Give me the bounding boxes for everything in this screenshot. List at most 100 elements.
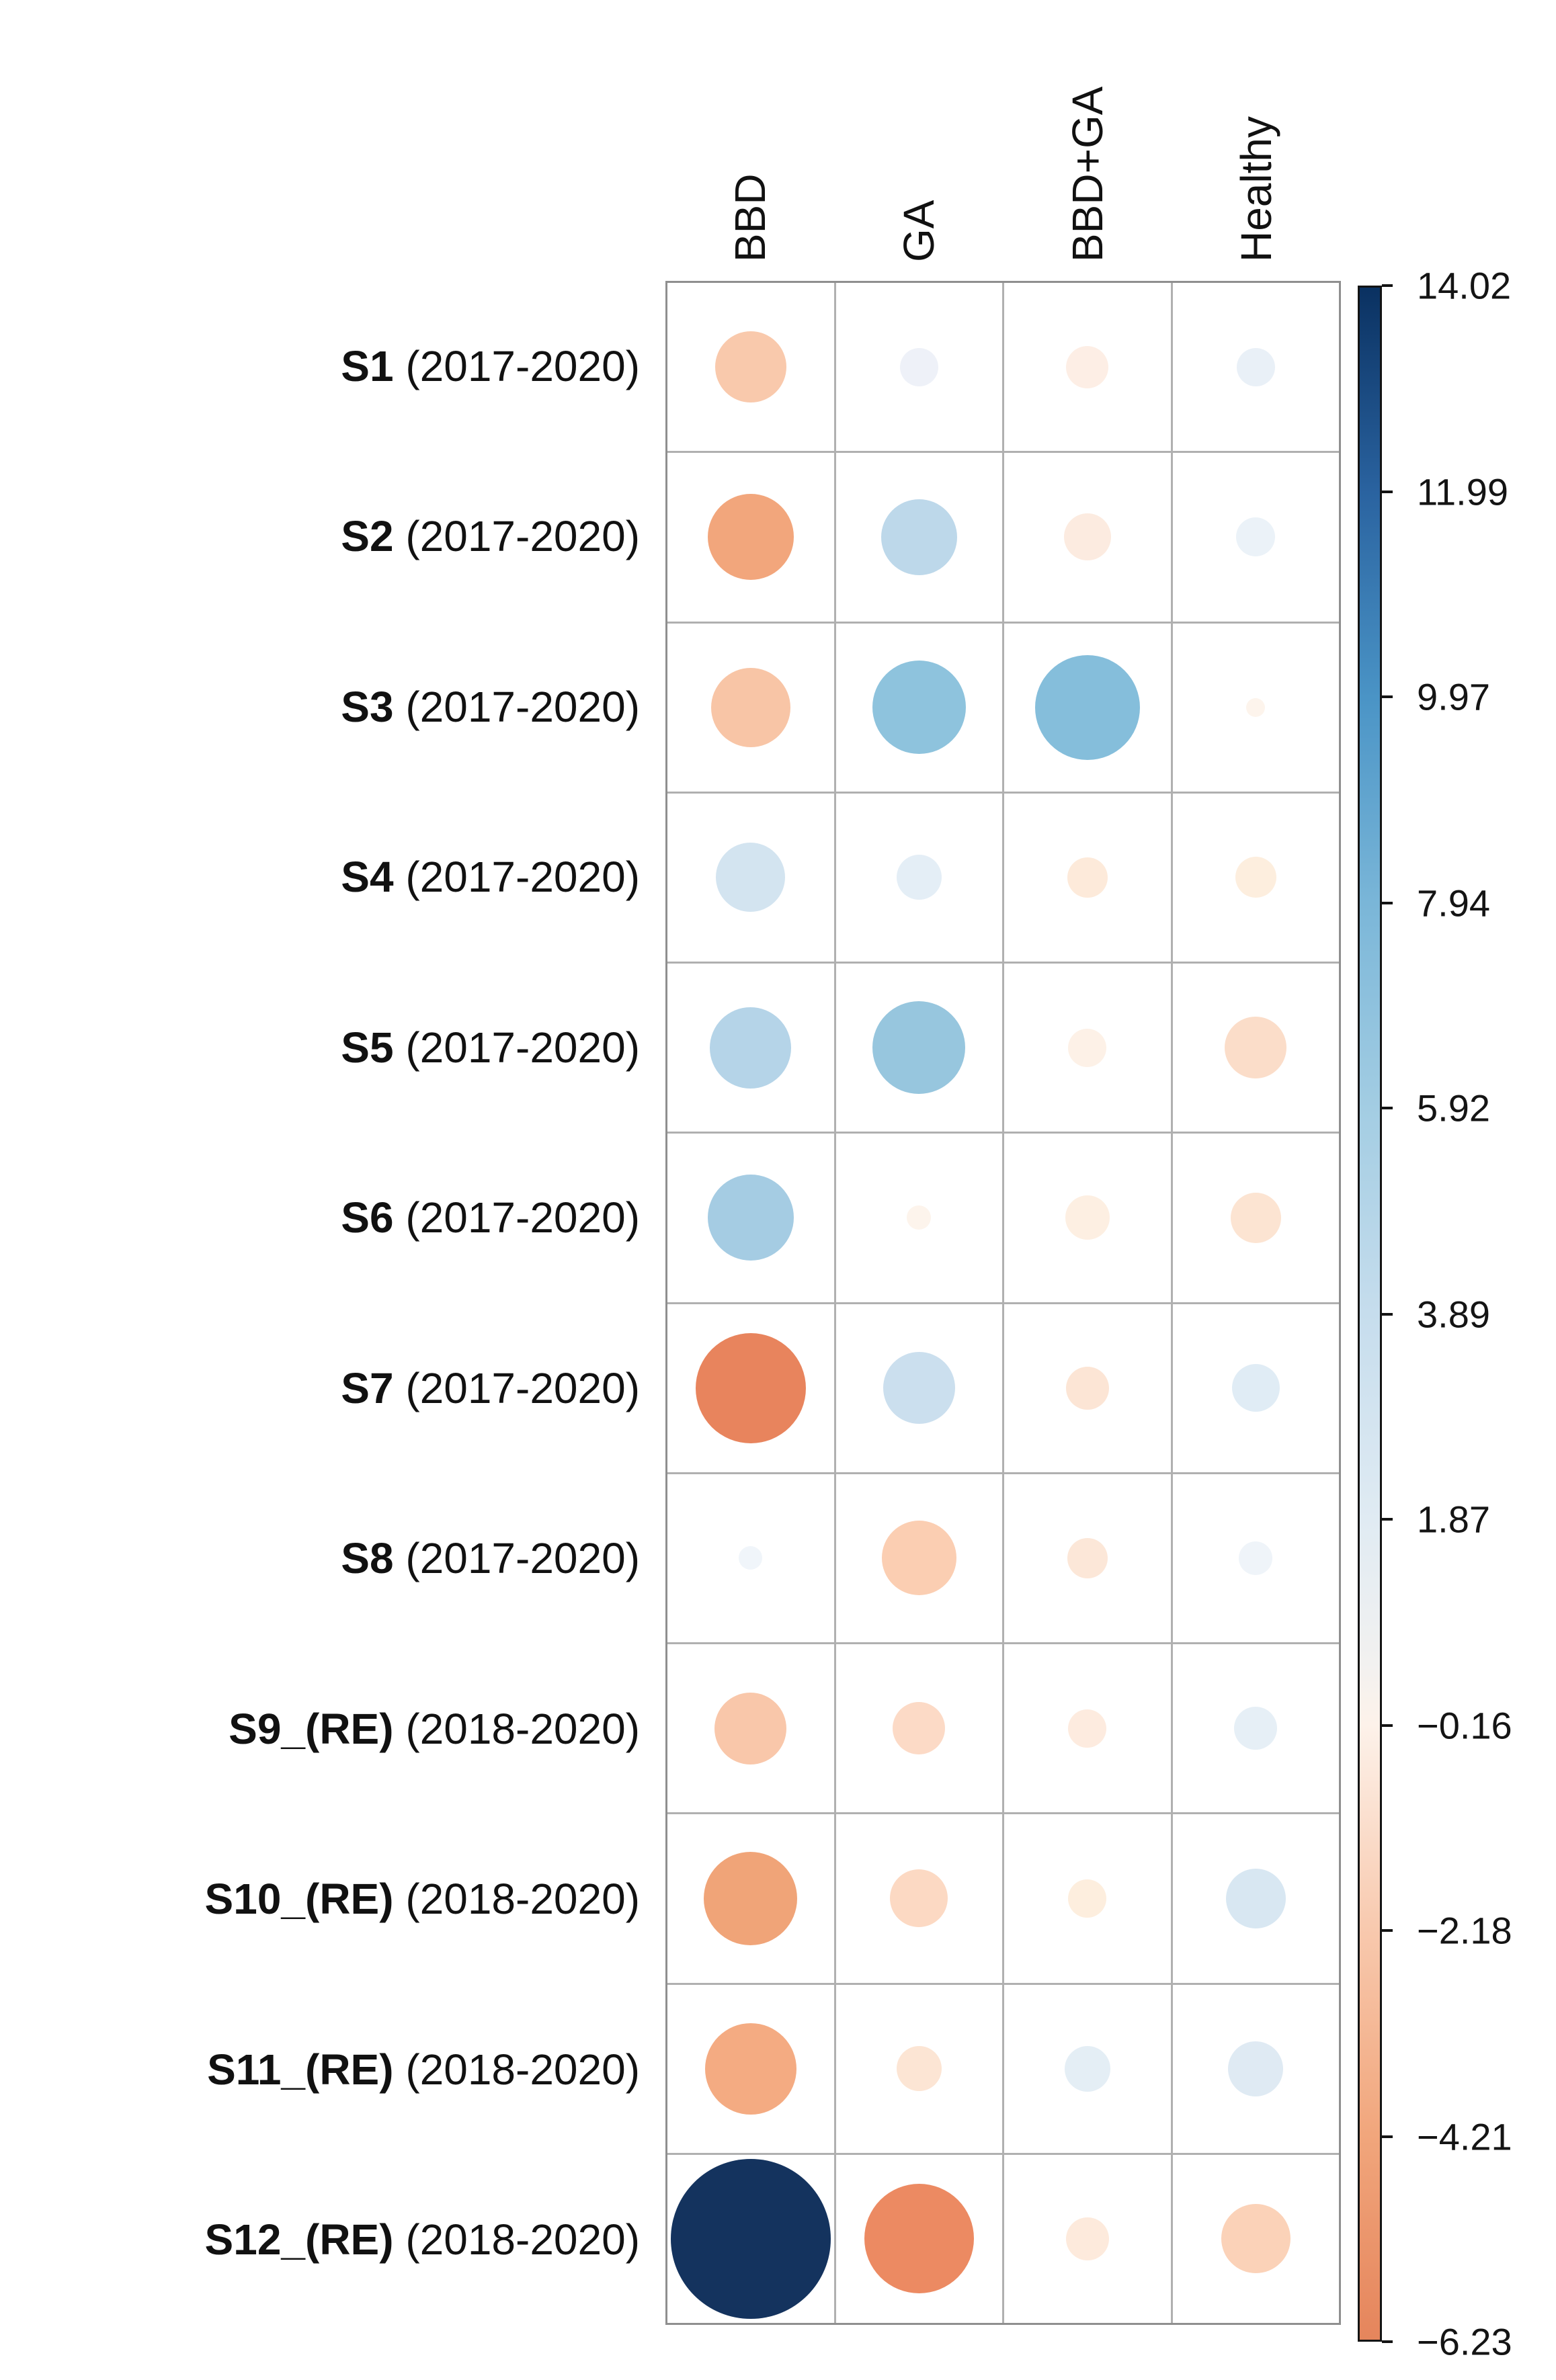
bubble [707, 494, 794, 581]
bubble [1065, 1195, 1110, 1240]
row-label: S4 (2017-2020) [341, 853, 640, 902]
grid-cell [1004, 1814, 1171, 1983]
bubble [1063, 513, 1111, 561]
bubble [893, 1702, 946, 1755]
bubble [1068, 1709, 1107, 1748]
grid-cell [1004, 1474, 1171, 1642]
bubble [864, 2184, 974, 2294]
column-header: BBD [725, 173, 774, 262]
bubble [714, 1692, 787, 1765]
bubble [1221, 2204, 1291, 2274]
bubble [704, 2023, 796, 2115]
row-label: S10_(RE) (2018-2020) [204, 1875, 640, 1924]
grid-cell [667, 1304, 834, 1472]
bubble [1067, 857, 1108, 898]
row-label: S1 (2017-2020) [341, 341, 640, 390]
colorbar-tick [1382, 1518, 1393, 1521]
grid-cell [1172, 1304, 1339, 1472]
colorbar-tick-label: −4.21 [1417, 2115, 1512, 2158]
grid-cell [1004, 1134, 1171, 1302]
bubble [1246, 697, 1266, 717]
colorbar-tick-label: −6.23 [1417, 2320, 1512, 2363]
grid-cell [667, 1134, 834, 1302]
colorbar-tick-label: 11.99 [1417, 470, 1508, 513]
grid-cell [835, 964, 1002, 1132]
grid-cell [1172, 453, 1339, 622]
bubble [1064, 2045, 1110, 2092]
colorbar-tick [1382, 1929, 1393, 1932]
bubble [1236, 347, 1275, 386]
row-label: S5 (2017-2020) [341, 1023, 640, 1072]
grid-cell [835, 1134, 1002, 1302]
colorbar-tick [1382, 2135, 1393, 2138]
row-label: S8 (2017-2020) [341, 1534, 640, 1583]
grid-cell [1172, 1474, 1339, 1642]
colorbar-tick [1382, 2340, 1393, 2343]
colorbar [1358, 286, 1382, 2342]
grid-cell [667, 1644, 834, 1813]
bubble [1236, 517, 1276, 557]
grid-cell [835, 1644, 1002, 1813]
colorbar-tick-label: 1.87 [1417, 1498, 1490, 1541]
colorbar-tick [1382, 695, 1393, 698]
grid-cell [1172, 283, 1339, 452]
bubble [883, 1352, 955, 1425]
column-header: GA [894, 200, 943, 262]
grid-cell [835, 623, 1002, 792]
colorbar-tick [1382, 490, 1393, 493]
bubble [1068, 1879, 1107, 1918]
bubble [704, 1851, 798, 1945]
grid-cell [835, 1984, 1002, 2153]
grid-cell [667, 453, 834, 622]
bubble [881, 1521, 956, 1596]
bubble [1230, 1192, 1281, 1243]
bubble [1225, 1017, 1287, 1079]
row-label: S3 (2017-2020) [341, 682, 640, 731]
bubble [907, 1205, 932, 1230]
grid-cell [667, 1984, 834, 2153]
grid-cell [1004, 623, 1171, 792]
bubble [1067, 1537, 1108, 1578]
grid-cell [667, 964, 834, 1132]
bubble [1234, 1707, 1278, 1750]
grid-cell [835, 1304, 1002, 1472]
grid-cell [1172, 1814, 1339, 1983]
grid-cell [667, 283, 834, 452]
bubble [899, 347, 938, 386]
grid-cell [1004, 2154, 1171, 2323]
colorbar-tick-label: 3.89 [1417, 1293, 1490, 1336]
grid-cell [1004, 793, 1171, 962]
bubble [890, 1869, 948, 1928]
colorbar-tick-label: 9.97 [1417, 675, 1490, 718]
grid-cell [835, 2154, 1002, 2323]
bubble [714, 331, 786, 403]
column-header: Healthy [1232, 116, 1281, 262]
bubble [710, 667, 790, 747]
grid-cell [667, 1474, 834, 1642]
grid-cell [1004, 1984, 1171, 2153]
bubble [1065, 1366, 1109, 1410]
grid-cell [1172, 1644, 1339, 1813]
grid-cell [835, 283, 1002, 452]
grid-cell [1004, 1644, 1171, 1813]
grid-cell [1172, 964, 1339, 1132]
bubble [716, 843, 786, 912]
bubble [1225, 1868, 1286, 1928]
bubble [1034, 654, 1140, 760]
bubble [710, 1007, 792, 1089]
grid-cell [1004, 1304, 1171, 1472]
grid-cell [1004, 964, 1171, 1132]
colorbar-tick-label: −0.16 [1417, 1704, 1512, 1747]
grid-cell [835, 793, 1002, 962]
bubble-grid [665, 281, 1341, 2325]
bubble [1068, 1028, 1107, 1067]
bubble [896, 855, 942, 900]
grid-cell [667, 1814, 834, 1983]
colorbar-tick-label: 5.92 [1417, 1087, 1490, 1130]
bubble [1235, 857, 1276, 898]
bubble [872, 1001, 966, 1095]
row-label: S7 (2017-2020) [341, 1363, 640, 1412]
grid-cell [667, 793, 834, 962]
colorbar-tick [1382, 1312, 1393, 1316]
grid-cell [835, 1814, 1002, 1983]
